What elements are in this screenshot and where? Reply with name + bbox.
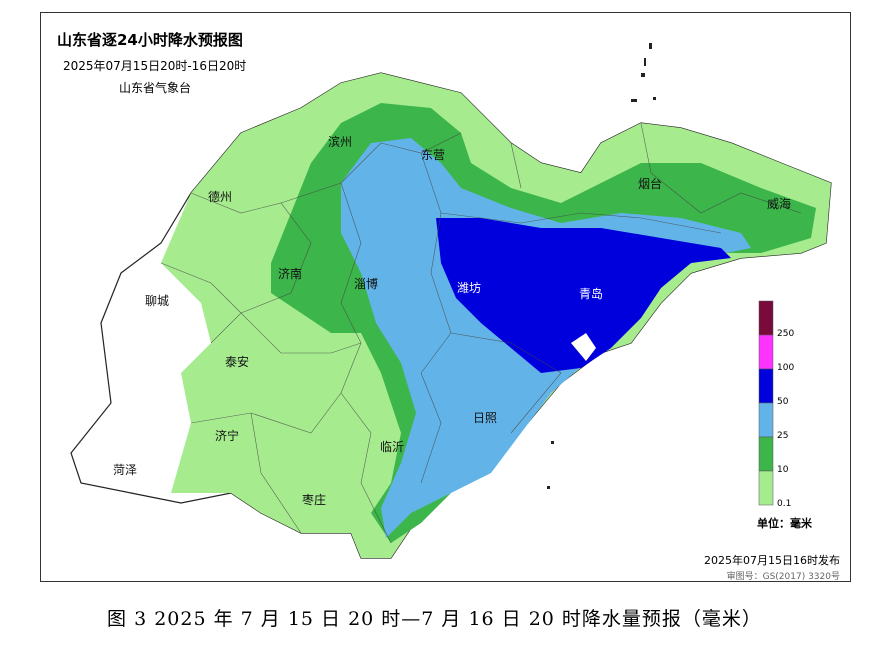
city-label: 威海 [767, 197, 792, 211]
approval-number: 审图号：GS(2017) 3320号 [726, 572, 840, 582]
city-label: 淄博 [354, 277, 379, 291]
city-label: 济宁 [215, 429, 240, 443]
city-label: 青岛 [579, 287, 604, 301]
jiaozhou-bay [571, 333, 596, 361]
map-canvas [70, 43, 832, 559]
city-label: 枣庄 [302, 493, 327, 507]
legend-tick: 0.1 [777, 499, 792, 509]
islands [547, 43, 656, 489]
legend-unit: 单位：毫米 [757, 517, 812, 530]
precipitation-map: 山东省逐24小时降水预报图 2025年07月15日20时-16日20时 山东省气… [40, 12, 851, 582]
city-label: 德州 [208, 190, 233, 204]
city-label: 泰安 [225, 355, 250, 369]
issue-time: 2025年07月15日16时发布 [704, 554, 840, 567]
legend-tick: 250 [777, 329, 795, 339]
map-subtitle: 2025年07月15日20时-16日20时 [63, 59, 247, 73]
city-label: 日照 [473, 411, 498, 425]
figure-caption: 图 3 2025 年 7 月 15 日 20 时—7 月 16 日 20 时降水… [107, 608, 762, 630]
city-label: 东营 [421, 148, 446, 162]
map-title: 山东省逐24小时降水预报图 [57, 31, 243, 49]
city-label: 菏泽 [113, 463, 138, 477]
city-label: 聊城 [145, 294, 170, 308]
legend-tick: 100 [777, 363, 795, 373]
city-label: 临沂 [380, 440, 405, 454]
legend-tick: 25 [777, 431, 789, 441]
county-boundaries [160, 122, 802, 544]
rain-area-50mm [436, 218, 731, 373]
city-label: 济南 [278, 267, 303, 281]
city-label: 潍坊 [457, 281, 482, 295]
legend-colorbar [758, 300, 774, 506]
city-label: 烟台 [638, 177, 663, 191]
map-agency: 山东省气象台 [119, 81, 192, 95]
legend-tick: 50 [777, 397, 789, 407]
legend-tick: 10 [777, 465, 789, 475]
city-label: 滨州 [328, 135, 353, 149]
